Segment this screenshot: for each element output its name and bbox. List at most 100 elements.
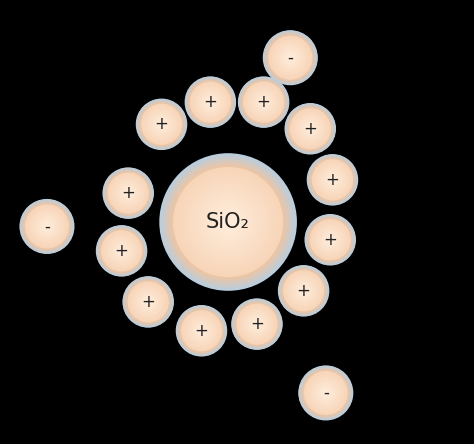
Circle shape [129,283,167,321]
Circle shape [299,285,309,296]
Circle shape [128,192,129,194]
Circle shape [242,80,285,124]
Circle shape [113,243,130,259]
Circle shape [146,109,176,139]
Circle shape [117,246,126,256]
Circle shape [322,232,338,248]
Circle shape [146,109,177,140]
Text: +: + [323,231,337,249]
Circle shape [291,278,316,303]
Circle shape [124,188,133,198]
Circle shape [283,50,298,66]
Circle shape [40,220,54,234]
Circle shape [300,287,308,295]
Circle shape [144,106,180,143]
Text: +: + [257,93,271,111]
Circle shape [289,276,319,306]
Circle shape [148,301,149,302]
Circle shape [199,91,221,113]
Circle shape [285,272,322,310]
Circle shape [312,159,353,200]
Circle shape [298,285,310,297]
Circle shape [255,322,259,326]
Circle shape [301,120,319,138]
Circle shape [307,374,345,412]
Circle shape [104,234,139,268]
Circle shape [239,78,288,126]
Circle shape [186,315,217,346]
Circle shape [158,121,164,127]
Circle shape [149,112,173,136]
Circle shape [269,36,312,79]
Circle shape [196,325,207,337]
Circle shape [109,238,135,264]
Circle shape [124,278,172,326]
Circle shape [331,178,334,182]
Circle shape [288,275,319,306]
Circle shape [321,169,344,191]
Circle shape [284,272,323,310]
Circle shape [101,231,142,271]
Circle shape [323,233,337,246]
Circle shape [296,283,311,298]
Circle shape [196,88,225,116]
Circle shape [270,38,310,78]
Circle shape [314,223,346,256]
Circle shape [190,82,230,122]
Circle shape [123,277,173,327]
Text: SiO₂: SiO₂ [206,212,250,232]
Circle shape [154,116,170,132]
Circle shape [118,248,125,254]
Circle shape [102,167,154,219]
Circle shape [103,232,140,270]
Circle shape [325,173,340,187]
Circle shape [317,226,344,253]
Circle shape [145,299,151,305]
Circle shape [295,113,326,144]
Circle shape [274,41,307,74]
Circle shape [316,163,349,196]
Circle shape [115,244,128,258]
Circle shape [255,321,260,327]
Circle shape [160,155,296,289]
Circle shape [298,285,309,297]
Circle shape [317,164,348,196]
Circle shape [322,169,343,190]
Circle shape [189,183,267,261]
Circle shape [37,216,57,237]
Circle shape [150,113,173,135]
Circle shape [188,182,268,262]
Text: -: - [44,218,50,235]
Circle shape [283,270,324,311]
Circle shape [202,94,219,111]
Circle shape [119,248,124,254]
Circle shape [256,95,271,109]
Circle shape [315,224,346,255]
Circle shape [312,380,339,406]
Circle shape [245,312,269,337]
Circle shape [284,52,296,63]
Circle shape [279,266,328,316]
Circle shape [181,310,222,351]
Circle shape [326,173,339,186]
Circle shape [36,215,58,238]
Circle shape [310,377,341,408]
Circle shape [105,234,138,267]
Circle shape [120,186,136,201]
Circle shape [192,83,229,121]
Circle shape [309,127,311,130]
Circle shape [295,283,312,299]
Circle shape [247,314,267,334]
Circle shape [181,175,275,269]
Circle shape [309,218,352,262]
Circle shape [114,244,129,258]
Circle shape [202,196,255,248]
Circle shape [126,190,131,196]
Circle shape [105,170,151,216]
Circle shape [180,174,276,270]
Circle shape [186,179,271,265]
Text: +: + [141,293,155,311]
Circle shape [238,305,276,343]
Circle shape [150,113,173,136]
Circle shape [197,326,206,336]
